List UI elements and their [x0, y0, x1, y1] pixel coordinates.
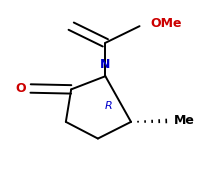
- Text: O: O: [16, 82, 26, 95]
- Text: R: R: [105, 101, 112, 111]
- Text: Me: Me: [174, 115, 195, 127]
- Text: N: N: [100, 58, 111, 71]
- Text: OMe: OMe: [150, 17, 182, 30]
